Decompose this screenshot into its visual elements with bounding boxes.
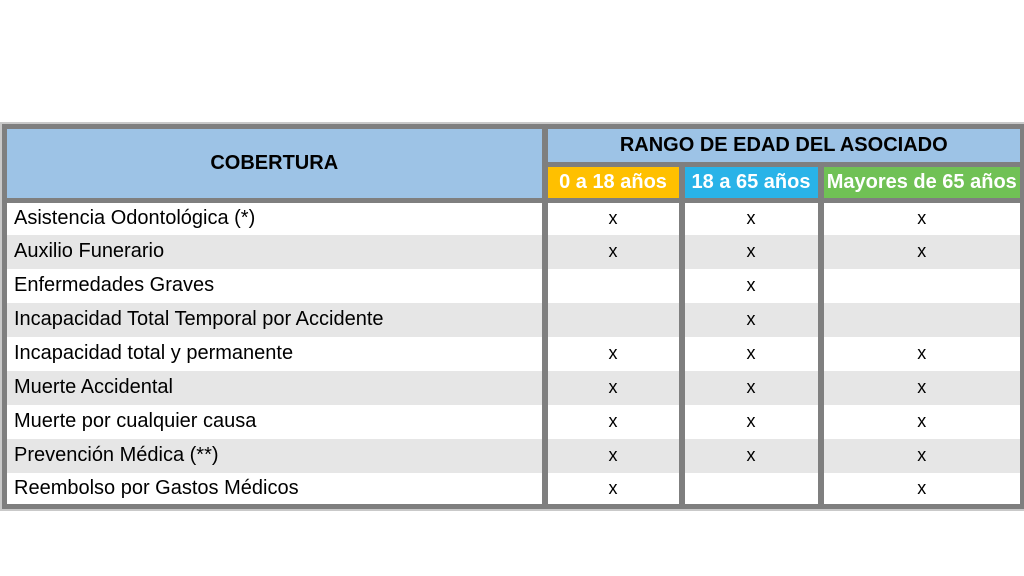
mark-cell: x <box>817 234 1023 269</box>
header-row-ages: 0 a 18 años 18 a 65 años Mayores de 65 a… <box>5 162 1023 203</box>
age-col-header-0-18: 0 a 18 años <box>541 162 682 203</box>
table-row: Incapacidad total y permanente x x x <box>5 336 1023 371</box>
mark-cell: x <box>541 472 682 507</box>
header-row-group: COBERTURA RANGO DE EDAD DEL ASOCIADO <box>4 126 1023 203</box>
mark-cell: x <box>541 336 682 371</box>
table-row: Enfermedades Graves x <box>5 268 1023 303</box>
mark-cell <box>817 268 1023 303</box>
table-row: Muerte por cualquier causa x x x <box>5 404 1023 439</box>
mark-cell: x <box>541 404 682 439</box>
mark-cell: x <box>541 234 682 269</box>
table-row: Muerte Accidental x x x <box>4 370 1023 405</box>
coverage-label: Incapacidad Total Temporal por Accidente <box>14 308 384 330</box>
coverage-label: Prevención Médica (**) <box>14 444 219 466</box>
mark-cell: x <box>678 200 821 235</box>
coverage-label: Reembolso por Gastos Médicos <box>14 476 299 499</box>
table-row: Asistencia Odontológica (*) x x x <box>5 200 1023 235</box>
table-row: Reembolso por Gastos Médicos x x <box>5 472 1023 507</box>
table-container: COBERTURA RANGO DE EDAD DEL ASOCIADO 0 a… <box>0 122 1024 511</box>
mark-cell: x <box>678 234 821 269</box>
table-row: Auxilio Funerario x x x <box>4 234 1023 269</box>
mark-cell: x <box>817 438 1023 473</box>
mark-cell: x <box>817 404 1023 439</box>
coverage-label: Muerte Accidental <box>14 376 173 398</box>
mark-cell <box>541 302 682 337</box>
mark-cell: x <box>678 302 821 337</box>
mark-cell <box>678 472 821 507</box>
coverage-label: Auxilio Funerario <box>14 240 165 262</box>
mark-cell <box>541 268 682 303</box>
table-row: Prevención Médica (**) x x x <box>4 438 1023 473</box>
coverage-table: COBERTURA RANGO DE EDAD DEL ASOCIADO 0 a… <box>0 122 1024 511</box>
mark-cell: x <box>817 472 1023 507</box>
mark-cell: x <box>678 336 821 371</box>
age-col-header-65-plus: Mayores de 65 años <box>817 162 1023 203</box>
mark-cell: x <box>817 200 1023 235</box>
coverage-label: Asistencia Odontológica (*) <box>14 207 256 230</box>
mark-cell: x <box>678 370 821 405</box>
coverage-label: Muerte por cualquier causa <box>14 410 257 432</box>
mark-cell: x <box>678 404 821 439</box>
mark-cell: x <box>678 438 821 473</box>
mark-cell: x <box>817 370 1023 405</box>
mark-cell: x <box>541 438 682 473</box>
mark-cell: x <box>817 336 1023 371</box>
mark-cell: x <box>541 370 682 405</box>
mark-cell <box>817 302 1023 337</box>
table-row: Incapacidad Total Temporal por Accidente… <box>4 302 1023 337</box>
age-range-group-header: RANGO DE EDAD DEL ASOCIADO <box>541 126 1023 167</box>
mark-cell: x <box>541 200 682 235</box>
age-col-header-18-65: 18 a 65 años <box>678 162 821 203</box>
cobertura-header: COBERTURA <box>4 126 545 203</box>
coverage-label: Incapacidad total y permanente <box>14 342 294 364</box>
coverage-label: Enfermedades Graves <box>14 274 215 296</box>
mark-cell: x <box>678 268 821 303</box>
